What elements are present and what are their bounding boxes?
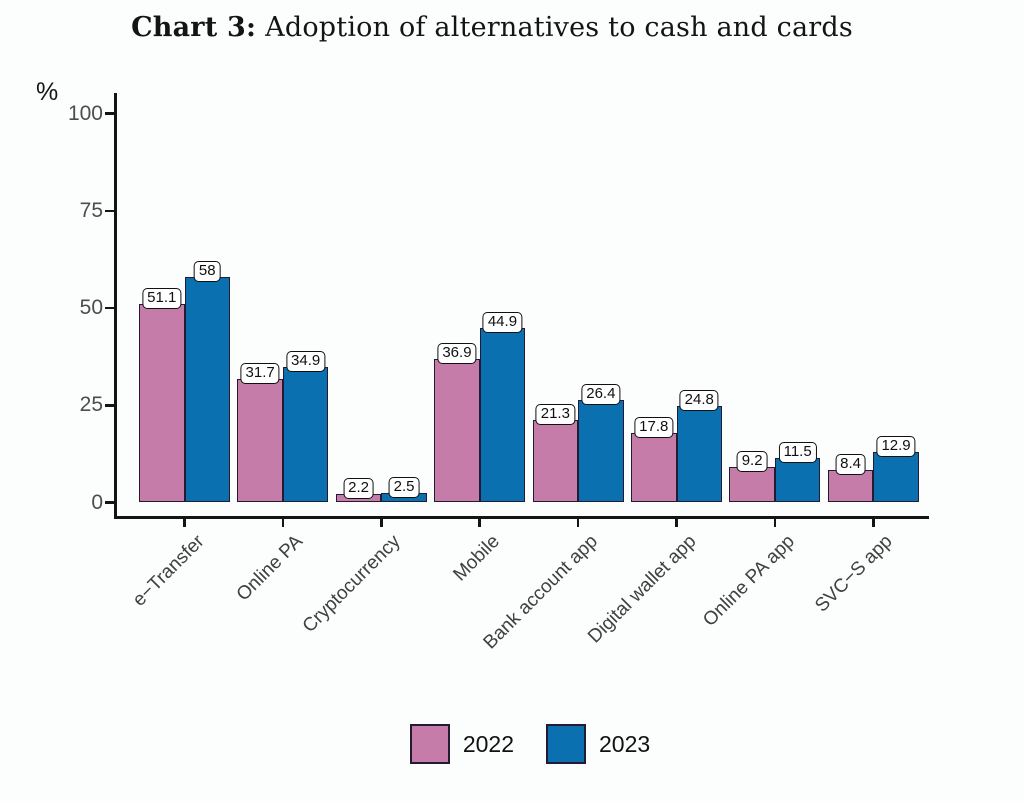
y-tick-label: 75 [79, 198, 103, 222]
y-tick-label: 25 [79, 393, 103, 417]
y-tick-label: 0 [91, 490, 103, 514]
bar-2023 [184, 276, 230, 503]
bar-2022 [237, 379, 283, 503]
y-tick-mark [104, 501, 114, 504]
y-axis-line [113, 93, 117, 519]
value-label-2023: 34.9 [286, 350, 326, 372]
y-tick-label: 50 [79, 296, 103, 319]
x-tick-mark [675, 519, 678, 527]
x-axis-line [113, 516, 929, 519]
value-label-2023: 26.4 [581, 383, 621, 405]
bar-2022 [139, 303, 185, 503]
value-label-2022: 17.8 [634, 417, 674, 439]
x-tick-mark [380, 519, 383, 527]
y-axis-unit-label: % [36, 78, 59, 106]
bar-2023 [479, 327, 526, 503]
value-label-2023: 44.9 [482, 311, 523, 333]
value-label-2022: 2.2 [343, 477, 374, 499]
legend-item-2023: 2023 [546, 724, 650, 764]
y-tick-mark [104, 209, 114, 212]
value-label-2023: 58 [193, 260, 221, 282]
bar-2023 [676, 406, 722, 503]
x-tick-mark [872, 519, 875, 527]
bar-2023 [774, 457, 821, 503]
x-tick-label: SVC−S app [811, 531, 898, 617]
x-tick-mark [576, 519, 580, 527]
x-tick-mark [183, 519, 186, 527]
legend-label: 2022 [462, 730, 514, 757]
legend-item-2022: 2022 [409, 724, 514, 764]
bar-2023 [578, 399, 624, 503]
bar-2023 [282, 366, 329, 503]
y-tick-mark [104, 112, 114, 115]
x-tick-mark [773, 519, 777, 527]
y-tick-mark [104, 404, 114, 407]
value-label-2022: 36.9 [437, 342, 477, 364]
value-label-2022: 31.7 [240, 363, 280, 385]
value-label-2022: 51.1 [142, 287, 182, 309]
y-tick-label: 100 [67, 101, 103, 125]
x-tick-label: Mobile [449, 531, 504, 586]
legend: 2022 2023 [0, 724, 1024, 764]
bar-2022 [729, 466, 775, 503]
bar-2022 [532, 419, 579, 503]
bar-2023 [873, 452, 919, 503]
bar-2022 [631, 433, 677, 503]
legend-swatch-2022 [409, 724, 450, 764]
x-tick-label: Cryptocurrency [299, 531, 406, 637]
x-tick-label: e−Transfer [128, 531, 209, 611]
x-tick-label: Digital wallet app [583, 531, 701, 648]
value-label-2022: 8.4 [835, 453, 866, 475]
chart-title-text: Adoption of alternatives to cash and car… [265, 12, 853, 43]
legend-label: 2023 [599, 730, 651, 757]
x-tick-label: Online PA app [698, 531, 799, 631]
chart-title-prefix: Chart 3: [131, 12, 257, 43]
value-label-2023: 12.9 [876, 436, 916, 458]
value-label-2023: 24.8 [679, 390, 719, 412]
x-tick-mark [478, 519, 481, 527]
chart-title: Chart 3: Adoption of alternatives to cash… [0, 12, 1004, 43]
value-label-2022: 21.3 [535, 403, 575, 425]
value-label-2022: 9.2 [736, 450, 768, 472]
value-label-2023: 11.5 [778, 441, 817, 463]
legend-swatch-2023 [546, 724, 586, 764]
value-label-2023: 2.5 [388, 476, 420, 498]
bar-2022 [434, 358, 480, 503]
y-tick-mark [104, 306, 114, 310]
x-tick-label: Online PA [232, 531, 307, 606]
x-tick-mark [281, 519, 285, 527]
